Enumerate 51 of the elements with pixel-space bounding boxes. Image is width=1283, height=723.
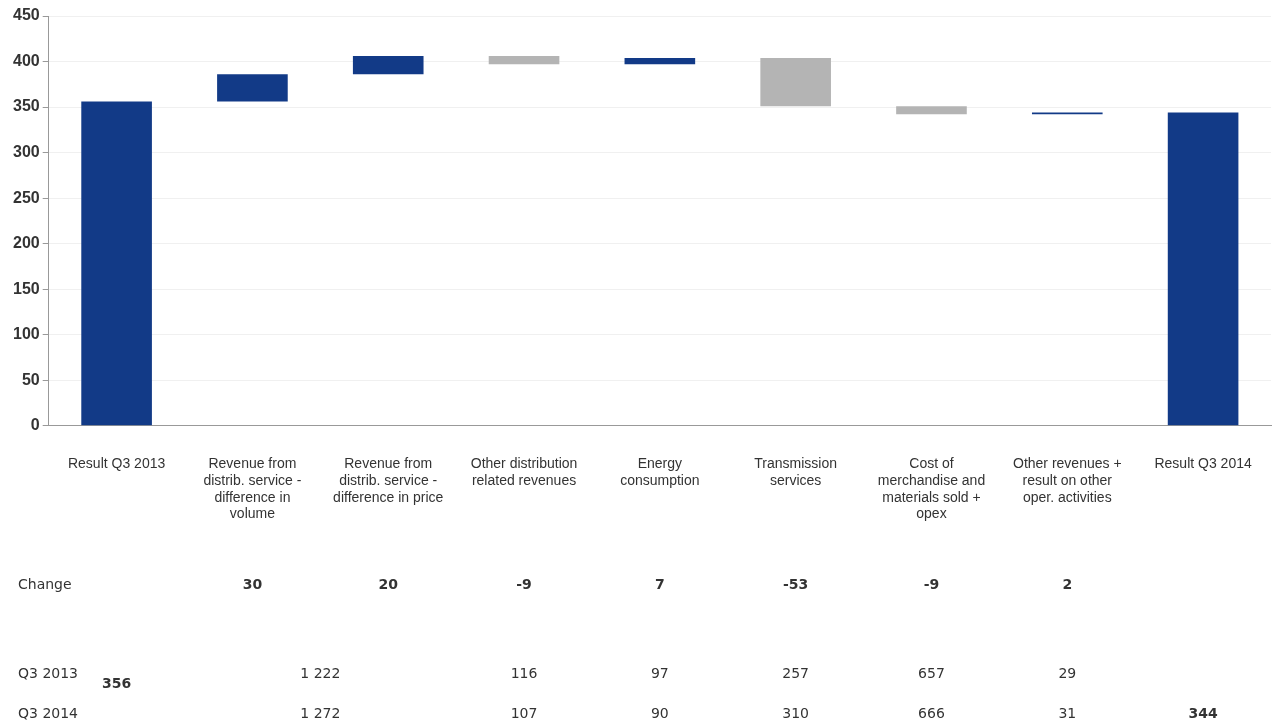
bar [81, 101, 152, 426]
text: 107 [510, 704, 538, 721]
y-tick-label: 100 [12, 325, 40, 343]
text: 97 [650, 664, 669, 681]
x-tick-label: Other revenues + result on other oper. activities [1013, 455, 1122, 505]
text: Change [18, 575, 72, 592]
bar [760, 57, 831, 107]
text: 666 [918, 704, 945, 721]
text: 20 [378, 575, 399, 592]
x-tick-label: Other distribution related revenues [470, 455, 578, 488]
text: Q3 2013 [18, 664, 79, 681]
text: 257 [782, 664, 810, 681]
x-tick-label: Transmission services [754, 455, 838, 488]
y-tick-label: 200 [12, 234, 40, 252]
x-tick-label: Energy consumption [620, 455, 700, 488]
bar [352, 56, 424, 75]
y-tick-label: 350 [12, 97, 40, 115]
y-tick-label: 400 [12, 51, 40, 69]
x-tick-label: Revenue from distrib. service - difference in volume [203, 455, 302, 522]
y-tick-label: 150 [12, 279, 40, 297]
text: Q3 2014 [18, 704, 79, 721]
x-tick-label: Result Q3 2013 [67, 455, 166, 472]
y-tick-label: 50 [21, 370, 40, 388]
text: -9 [516, 575, 532, 592]
y-tick-label: 450 [12, 6, 40, 24]
text: 116 [510, 664, 538, 681]
text: 356 [101, 674, 132, 691]
bar [217, 74, 288, 102]
text: -9 [923, 575, 940, 592]
bar [624, 57, 696, 65]
text: 30 [242, 575, 263, 592]
x-tick-label: Cost of merchandise and materials sold + opex [877, 455, 986, 522]
text: 1 272 [300, 704, 341, 721]
text: 344 [1188, 704, 1218, 721]
bar [488, 56, 560, 65]
x-tick-label: Result Q3 2014 [1154, 455, 1252, 472]
text: 310 [782, 704, 810, 721]
text: 7 [654, 575, 665, 592]
x-tick-label: Revenue from distrib. service - difference in price [333, 455, 444, 505]
bar [896, 106, 967, 115]
text: 90 [650, 704, 669, 721]
bar [1167, 112, 1239, 426]
y-tick-label: 300 [12, 143, 40, 161]
text: 2 [1062, 575, 1073, 592]
y-tick-label: 250 [12, 188, 40, 206]
text: 657 [918, 664, 945, 681]
text: -53 [783, 575, 809, 592]
text: 1 222 [300, 664, 341, 681]
text: 29 [1058, 664, 1077, 681]
y-tick-label: 0 [30, 416, 40, 434]
text: 31 [1058, 704, 1077, 721]
